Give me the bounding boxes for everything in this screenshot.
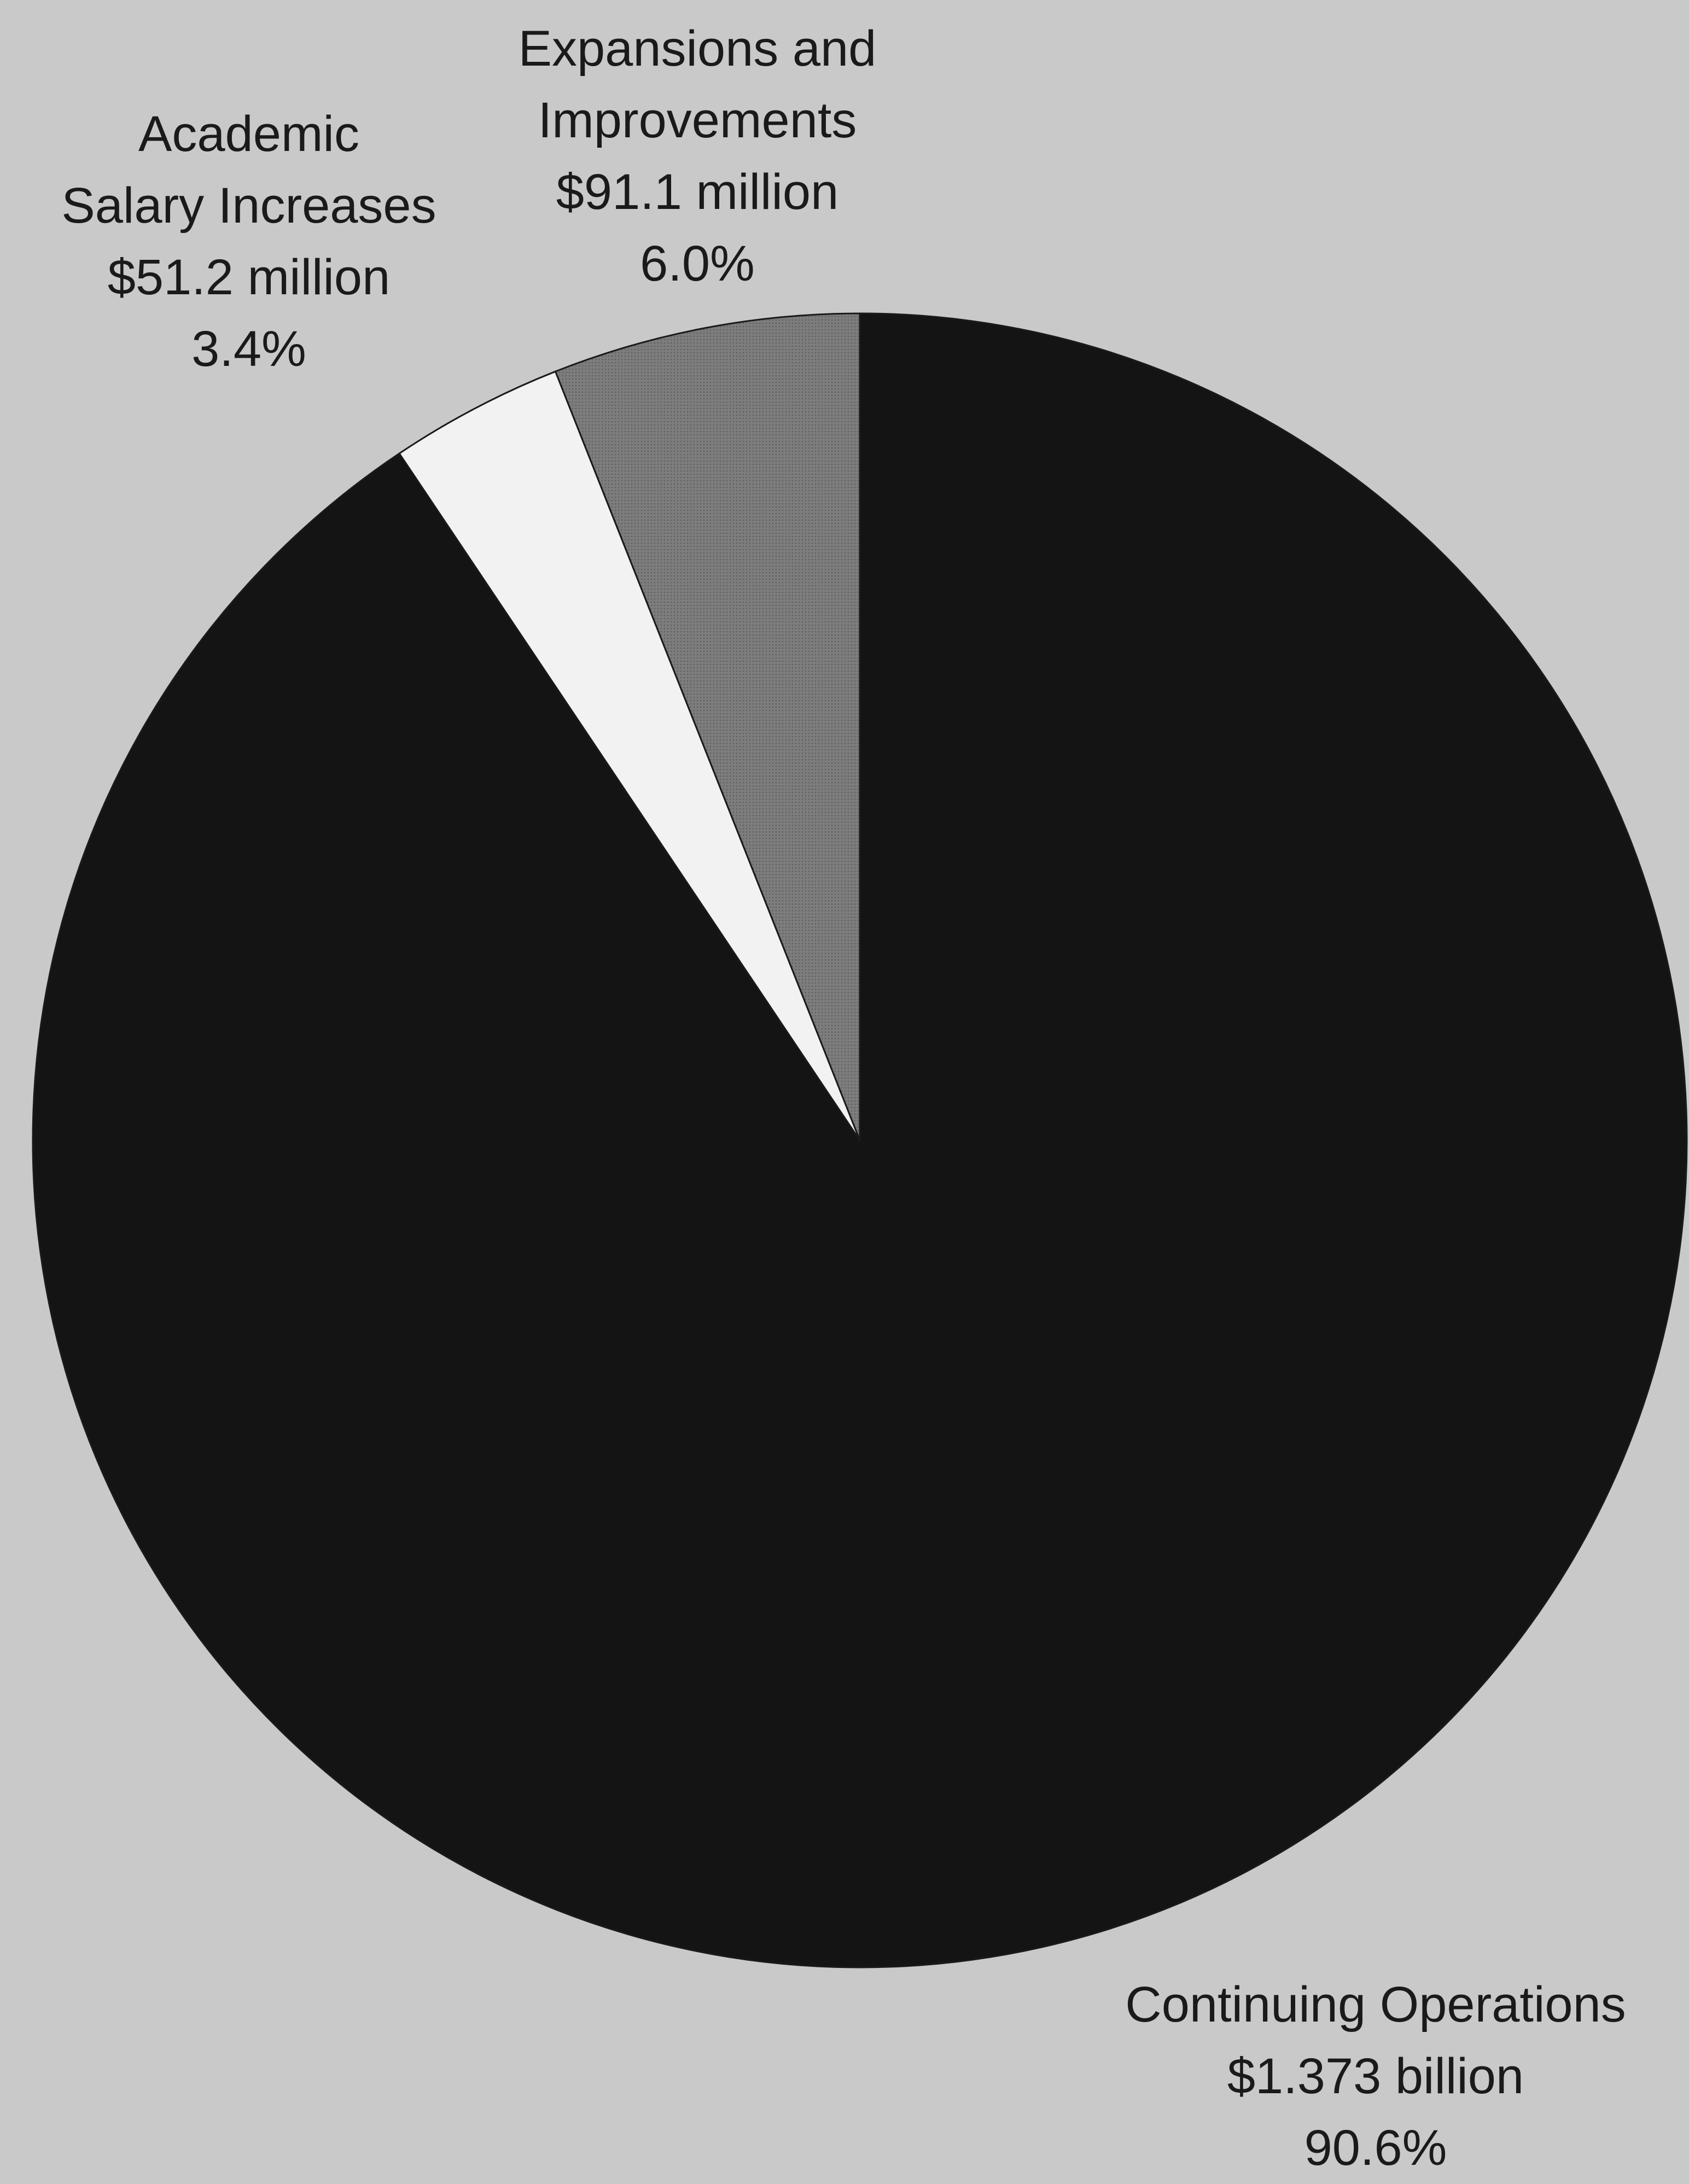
- slice-label-name-line: Continuing Operations: [1125, 1977, 1626, 2032]
- slice-label-percent: 3.4%: [191, 321, 306, 377]
- pie-slice-expansions-improvements: [554, 312, 861, 1141]
- slice-label-amount: $51.2 million: [107, 249, 391, 305]
- pie-slice-academic-salary-increases: [398, 370, 861, 1141]
- slice-label-percent: 90.6%: [1304, 2120, 1447, 2176]
- slice-label-continuing-operations: Continuing Operations $1.373 billion 90.…: [1072, 1969, 1679, 2184]
- slice-label-name-line: Academic: [138, 106, 359, 162]
- slice-label-name-line: Salary Increases: [61, 178, 436, 234]
- slice-label-expansions-improvements: Expansions and Improvements $91.1 millio…: [459, 13, 935, 300]
- slice-label-academic-salary-increases: Academic Salary Increases $51.2 million …: [22, 98, 476, 385]
- slice-label-percent: 6.0%: [640, 236, 755, 292]
- slice-label-name-line: Improvements: [538, 92, 857, 148]
- slice-label-name-line: Expansions and: [518, 21, 877, 77]
- slice-label-amount: $91.1 million: [556, 164, 839, 220]
- slice-label-amount: $1.373 billion: [1227, 2048, 1524, 2104]
- pie-slice-continuing-operations: [32, 312, 1688, 1968]
